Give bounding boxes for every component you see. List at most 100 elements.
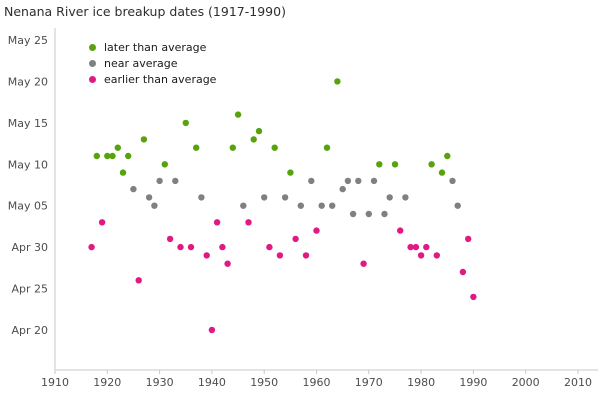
data-point bbox=[151, 202, 158, 209]
data-point bbox=[276, 252, 284, 259]
legend-item-earlier: earlier than average bbox=[89, 71, 216, 87]
data-point bbox=[109, 152, 116, 160]
legend-dot-icon bbox=[89, 59, 96, 67]
data-point bbox=[370, 177, 378, 185]
data-point bbox=[140, 136, 148, 143]
data-point bbox=[98, 219, 106, 226]
data-point bbox=[119, 169, 127, 176]
y-tick-label: May 25 bbox=[8, 34, 48, 47]
y-tick-label: Apr 30 bbox=[11, 241, 48, 254]
legend-item-near: near average bbox=[89, 55, 216, 71]
data-point bbox=[255, 127, 263, 135]
y-tick-label: May 20 bbox=[8, 75, 48, 88]
data-point bbox=[130, 185, 137, 193]
y-tick-label: May 10 bbox=[8, 158, 48, 171]
data-point bbox=[156, 177, 163, 185]
legend-label: earlier than average bbox=[104, 72, 217, 86]
data-point bbox=[104, 152, 111, 160]
data-point bbox=[219, 243, 226, 251]
data-point bbox=[470, 293, 477, 301]
data-point bbox=[261, 194, 268, 201]
data-point bbox=[344, 177, 352, 185]
legend-dot-icon bbox=[89, 43, 96, 51]
y-tick-label: May 15 bbox=[8, 117, 48, 130]
x-tick-label: 2010 bbox=[564, 376, 592, 389]
data-point bbox=[287, 169, 294, 176]
legend-dot-icon bbox=[89, 75, 96, 83]
data-point bbox=[323, 144, 331, 151]
data-point bbox=[360, 260, 367, 267]
data-point bbox=[145, 194, 153, 201]
data-point bbox=[386, 194, 393, 201]
data-point bbox=[381, 210, 388, 218]
data-point bbox=[172, 177, 179, 185]
data-point bbox=[161, 161, 168, 168]
x-tick-label: 1950 bbox=[250, 376, 278, 389]
data-point bbox=[334, 78, 341, 85]
data-point bbox=[177, 243, 184, 251]
data-point bbox=[224, 260, 231, 267]
data-point bbox=[245, 219, 252, 226]
data-point bbox=[438, 169, 446, 176]
data-point bbox=[271, 144, 278, 151]
data-point bbox=[292, 235, 299, 243]
data-point bbox=[318, 202, 325, 209]
data-point bbox=[412, 243, 420, 251]
data-point bbox=[213, 219, 221, 226]
chart-title: Nenana River ice breakup dates (1917-199… bbox=[4, 4, 286, 19]
data-point bbox=[454, 202, 461, 209]
y-tick-label: Apr 25 bbox=[11, 283, 48, 296]
data-point bbox=[93, 152, 101, 160]
legend: later than average near average earlier th… bbox=[89, 39, 216, 87]
data-point bbox=[402, 194, 409, 201]
data-point bbox=[308, 177, 315, 185]
data-point bbox=[208, 326, 216, 334]
data-point bbox=[444, 152, 451, 160]
data-point bbox=[125, 152, 132, 160]
x-tick-label: 2000 bbox=[512, 376, 540, 389]
y-tick-label: Apr 20 bbox=[11, 324, 48, 337]
data-point bbox=[198, 194, 205, 201]
data-point bbox=[329, 202, 336, 209]
axes: 1910 1920 1930 1940 1950 1960 1970 1980 1990 2000… bbox=[8, 28, 598, 389]
legend-label: near average bbox=[104, 56, 178, 70]
data-point bbox=[297, 202, 304, 209]
data-point bbox=[376, 161, 383, 168]
data-point bbox=[423, 243, 430, 251]
data-point bbox=[459, 268, 467, 276]
data-point bbox=[339, 185, 346, 193]
x-tick-label: 1940 bbox=[198, 376, 226, 389]
data-point bbox=[302, 252, 310, 259]
data-point bbox=[182, 119, 189, 127]
y-tick-label: May 05 bbox=[8, 200, 48, 213]
data-point bbox=[114, 144, 122, 151]
x-tick-label: 1910 bbox=[41, 376, 69, 389]
points-layer bbox=[88, 78, 477, 334]
x-tick-label: 1980 bbox=[407, 376, 435, 389]
data-point bbox=[193, 144, 200, 151]
data-point bbox=[135, 277, 142, 284]
x-tick-label: 1970 bbox=[355, 376, 383, 389]
x-tick-label: 1960 bbox=[303, 376, 331, 389]
data-point bbox=[365, 210, 372, 218]
data-point bbox=[313, 227, 320, 234]
data-point bbox=[349, 210, 357, 218]
data-point bbox=[250, 136, 257, 143]
data-point bbox=[449, 177, 456, 185]
data-point bbox=[465, 235, 472, 243]
data-point bbox=[234, 111, 242, 118]
data-point bbox=[433, 252, 440, 259]
data-point bbox=[407, 243, 414, 251]
data-point bbox=[203, 252, 210, 259]
data-point bbox=[417, 252, 425, 259]
data-point bbox=[391, 161, 399, 168]
x-tick-label: 1930 bbox=[146, 376, 174, 389]
data-point bbox=[355, 177, 362, 185]
data-point bbox=[281, 194, 289, 201]
data-point bbox=[240, 202, 247, 209]
x-tick-label: 1920 bbox=[93, 376, 121, 389]
legend-label: later than average bbox=[104, 40, 207, 54]
data-point bbox=[397, 227, 404, 234]
